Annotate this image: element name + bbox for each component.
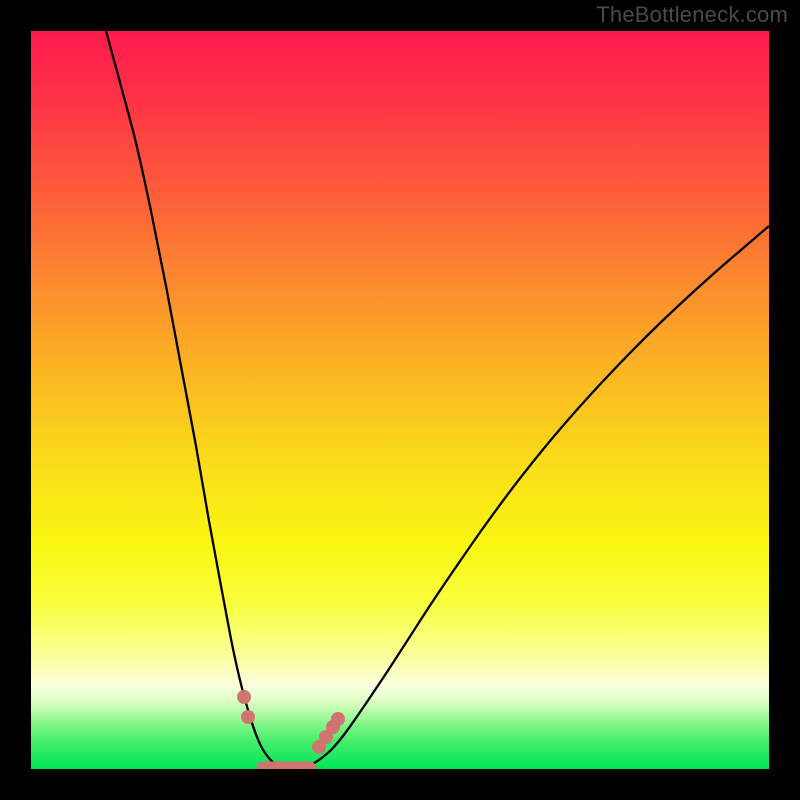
marker-dot: [237, 690, 251, 704]
gradient-background: [31, 31, 769, 769]
watermark-text: TheBottleneck.com: [596, 2, 788, 28]
marker-dot: [331, 712, 345, 726]
plot-area: [31, 31, 769, 769]
chart-frame: TheBottleneck.com: [0, 0, 800, 800]
plot-svg: [31, 31, 769, 769]
marker-dot: [241, 710, 255, 724]
